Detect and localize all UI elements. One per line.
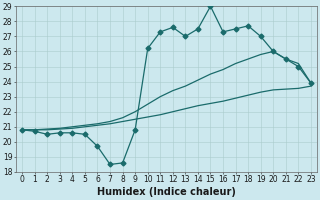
X-axis label: Humidex (Indice chaleur): Humidex (Indice chaleur) — [97, 187, 236, 197]
